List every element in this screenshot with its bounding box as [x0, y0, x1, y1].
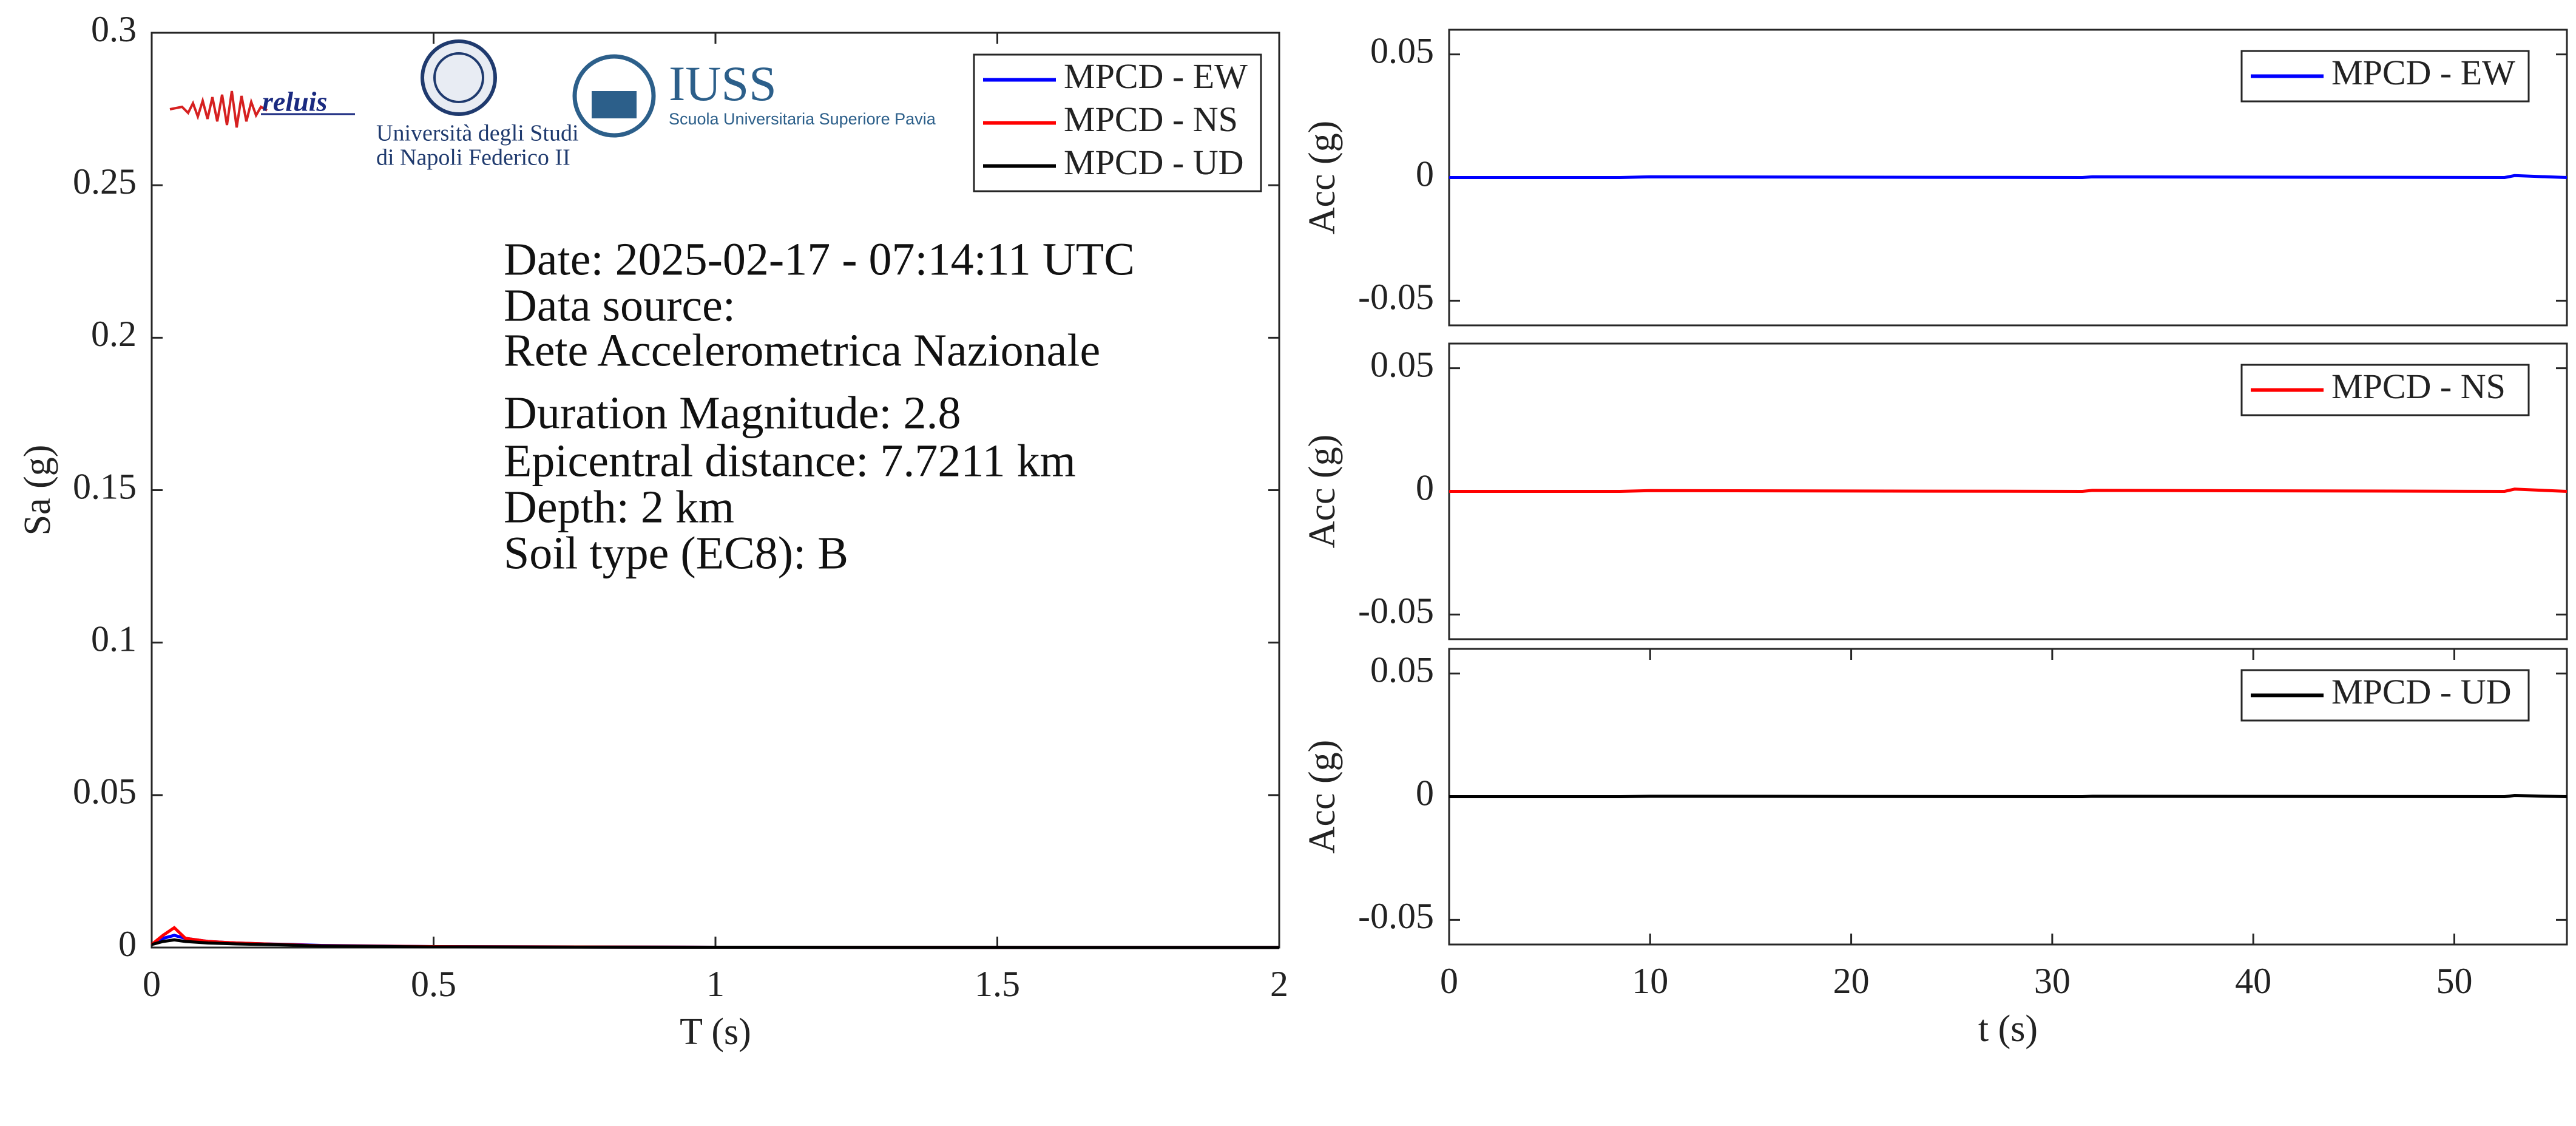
x-axis-label: T (s): [680, 1011, 751, 1053]
legend-label: MPCD - EW: [2331, 53, 2515, 92]
annotation: Date: 2025-02-17 - 07:14:11 UTC: [504, 234, 1135, 285]
y-tick-label: 0: [118, 924, 137, 964]
y-tick-label: 0.15: [73, 466, 137, 506]
y-tick-label: 0: [1416, 154, 1434, 194]
annotation: Depth: 2 km: [504, 481, 734, 532]
logo-text: reluis: [262, 86, 327, 117]
y-axis-label: Sa (g): [17, 445, 58, 536]
legend: MPCD - EW MPCD - NS MPCD - UD: [973, 53, 1262, 192]
y-tick-label: 0.05: [1370, 30, 1434, 70]
x-tick-label: 1.5: [975, 964, 1020, 1004]
logo-text: IUSS: [669, 56, 777, 111]
y-tick-label: -0.05: [1358, 277, 1434, 317]
y-tick-label: 0.25: [73, 161, 137, 202]
legend: MPCD - NS: [2240, 364, 2530, 416]
annotation: Data source:: [504, 280, 735, 331]
y-tick-label: 0.3: [91, 9, 137, 49]
series-line: [1449, 793, 2568, 799]
x-tick-label: 40: [2235, 961, 2271, 1001]
legend: MPCD - EW: [2240, 50, 2530, 103]
y-tick-label: -0.05: [1358, 896, 1434, 936]
y-axis-label: Acc (g): [1302, 121, 1343, 235]
logo-text: Università degli Studi: [376, 121, 579, 146]
logo-text: di Napoli Federico II: [376, 145, 570, 171]
x-tick-label: 0: [143, 964, 161, 1004]
x-tick-label: 30: [2034, 961, 2071, 1001]
logo-napoli: Università degli Studi di Napoli Federic…: [376, 39, 579, 171]
x-tick-label: 50: [2436, 961, 2472, 1001]
series-line: [1449, 487, 2568, 493]
logo-seal-inner: [433, 52, 484, 103]
y-tick-label: 0.2: [91, 314, 137, 354]
y-tick-label: 0.05: [73, 772, 137, 812]
x-tick-label: 10: [1632, 961, 1668, 1001]
y-tick-label: 0.1: [91, 619, 137, 659]
y-axis-label: Acc (g): [1302, 740, 1343, 854]
annotation: Duration Magnitude: 2.8: [504, 387, 961, 438]
x-tick-label: 1: [706, 964, 725, 1004]
legend-label: MPCD - EW: [1064, 56, 1248, 96]
x-tick-label: 2: [1270, 964, 1288, 1004]
logo-iuss-building: [592, 91, 637, 118]
logo-wave: [169, 90, 268, 128]
y-tick-label: 0: [1416, 773, 1434, 813]
logo-iuss: IUSS Scuola Universitaria Superiore Pavi…: [572, 54, 936, 138]
legend-label: MPCD - NS: [2331, 367, 2506, 406]
x-axis-label: t (s): [1978, 1008, 2038, 1050]
annotation: Soil type (EC8): B: [504, 527, 848, 578]
y-tick-label: 0.05: [1370, 344, 1434, 384]
logo-reluis: reluis: [169, 86, 355, 128]
x-tick-label: 0.5: [411, 964, 456, 1004]
legend-label: MPCD - NS: [1064, 100, 1238, 139]
legend-label: MPCD - UD: [1064, 143, 1244, 182]
logo-seal: [421, 39, 497, 116]
legend: MPCD - UD: [2240, 669, 2530, 722]
logo-text: Scuola Universitaria Superiore Pavia: [669, 110, 936, 128]
series-line: [151, 938, 1280, 949]
y-tick-label: 0.05: [1370, 649, 1434, 690]
y-tick-label: 0: [1416, 467, 1434, 507]
y-tick-label: -0.05: [1358, 591, 1434, 631]
y-axis-label: Acc (g): [1302, 435, 1343, 549]
legend-label: MPCD - UD: [2331, 672, 2512, 711]
series-line: [1449, 174, 2568, 180]
annotation: Rete Accelerometrica Nazionale: [504, 325, 1100, 376]
annotation: Epicentral distance: 7.7211 km: [504, 435, 1076, 486]
x-tick-label: 20: [1833, 961, 1870, 1001]
x-tick-label: 0: [1440, 961, 1458, 1001]
